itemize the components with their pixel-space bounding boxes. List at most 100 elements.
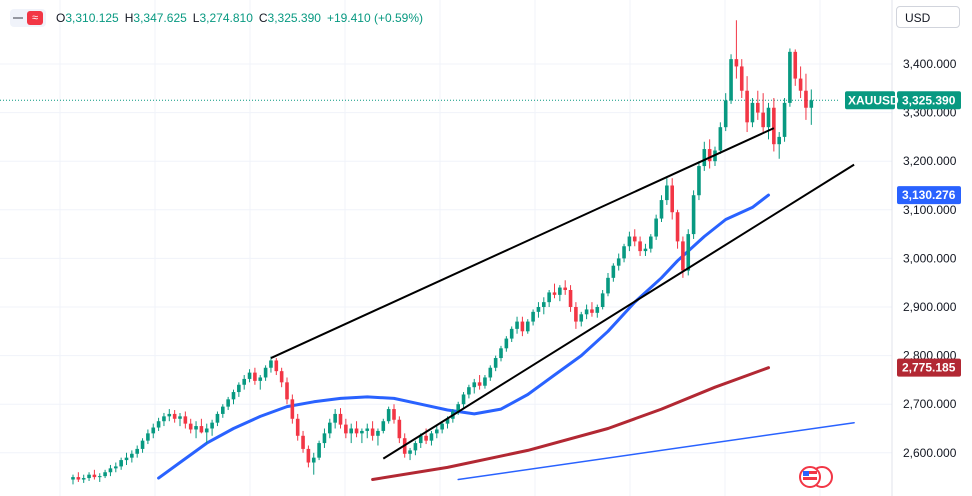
candle-body: [87, 474, 91, 479]
candle: [590, 302, 594, 317]
candle: [354, 421, 359, 438]
candle-body: [413, 443, 418, 451]
candle: [595, 304, 600, 318]
candle: [584, 304, 589, 320]
candle-body: [723, 100, 728, 128]
candle: [632, 229, 637, 247]
candle-body: [97, 476, 102, 478]
candle-body: [162, 416, 166, 422]
candle: [311, 452, 316, 475]
candle: [338, 408, 343, 429]
trendline: [270, 127, 775, 359]
candle: [370, 421, 375, 441]
candle-body: [440, 423, 444, 430]
candle: [178, 412, 182, 427]
candle: [188, 418, 193, 434]
candle: [413, 440, 418, 456]
candle-body: [697, 166, 701, 196]
candle: [167, 409, 172, 422]
candle-body: [595, 307, 600, 313]
y-tick-label: 2,600.000: [903, 446, 957, 460]
candle-body: [156, 421, 161, 428]
low-label: L: [192, 11, 200, 25]
candle-body: [295, 418, 300, 436]
high-label: H: [124, 11, 134, 25]
candle-body: [509, 328, 514, 339]
symbol-tag-bg: [845, 91, 895, 110]
candle-body: [756, 102, 760, 113]
candle-body: [285, 382, 289, 400]
candles: [71, 20, 814, 485]
candle-body: [103, 472, 107, 477]
candle: [536, 302, 541, 318]
us-flag-icon[interactable]: [799, 466, 833, 488]
y-tick-label: 2,900.000: [903, 300, 957, 314]
candle: [809, 89, 814, 125]
candle: [328, 418, 332, 439]
candle-body: [124, 457, 129, 461]
candle-body: [686, 234, 691, 271]
candle-body: [691, 195, 696, 235]
candle-body: [611, 265, 616, 278]
candle-body: [349, 428, 353, 434]
candle-body: [445, 418, 450, 424]
candle: [349, 423, 353, 444]
candle: [542, 297, 546, 315]
candle-body: [370, 428, 375, 436]
candle-body: [809, 100, 814, 108]
candle-body: [199, 426, 204, 433]
y-tick-label: 3,100.000: [903, 203, 957, 217]
candle: [226, 396, 230, 411]
minus-icon: [13, 17, 23, 19]
candle-body: [311, 457, 316, 463]
candle: [397, 416, 402, 444]
candle: [247, 369, 252, 383]
candle: [333, 409, 337, 429]
candle-body: [761, 112, 765, 128]
candle-body: [172, 413, 177, 419]
candle: [499, 345, 503, 362]
candle-body: [568, 289, 573, 307]
currency-select[interactable]: USD: [896, 6, 960, 28]
candle: [344, 418, 348, 439]
candle: [649, 234, 653, 253]
trendlines: [270, 127, 855, 460]
candle: [563, 280, 567, 295]
close-label: C: [258, 11, 268, 25]
candle: [691, 190, 696, 239]
candle: [440, 421, 444, 434]
candle-body: [435, 429, 439, 434]
candle-body: [665, 185, 669, 201]
candle: [322, 428, 327, 448]
candle: [365, 423, 370, 439]
candle: [654, 214, 658, 240]
candle-body: [386, 409, 391, 422]
candle: [76, 472, 81, 482]
close-value: 3,325.390: [267, 11, 321, 25]
candle: [285, 377, 289, 405]
high-value: 3,347.625: [133, 11, 187, 25]
candle-body: [563, 287, 567, 290]
candle: [761, 93, 765, 133]
candle: [547, 289, 551, 307]
grid: [0, 0, 892, 496]
candle: [114, 462, 118, 473]
candle-body: [322, 433, 327, 444]
candle: [71, 474, 75, 485]
candle-body: [365, 428, 370, 431]
candle: [734, 20, 739, 79]
candle: [183, 411, 188, 429]
candle-body: [547, 292, 551, 303]
candle: [156, 417, 161, 431]
candle: [659, 195, 664, 222]
legend-toggle-button[interactable]: ≈: [10, 9, 46, 27]
candle: [92, 469, 97, 480]
candle-body: [542, 302, 546, 307]
candle-body: [536, 307, 541, 312]
candle-body: [408, 450, 412, 454]
candle-body: [119, 460, 123, 467]
candle-body: [328, 422, 332, 434]
open-label: O: [56, 11, 66, 25]
